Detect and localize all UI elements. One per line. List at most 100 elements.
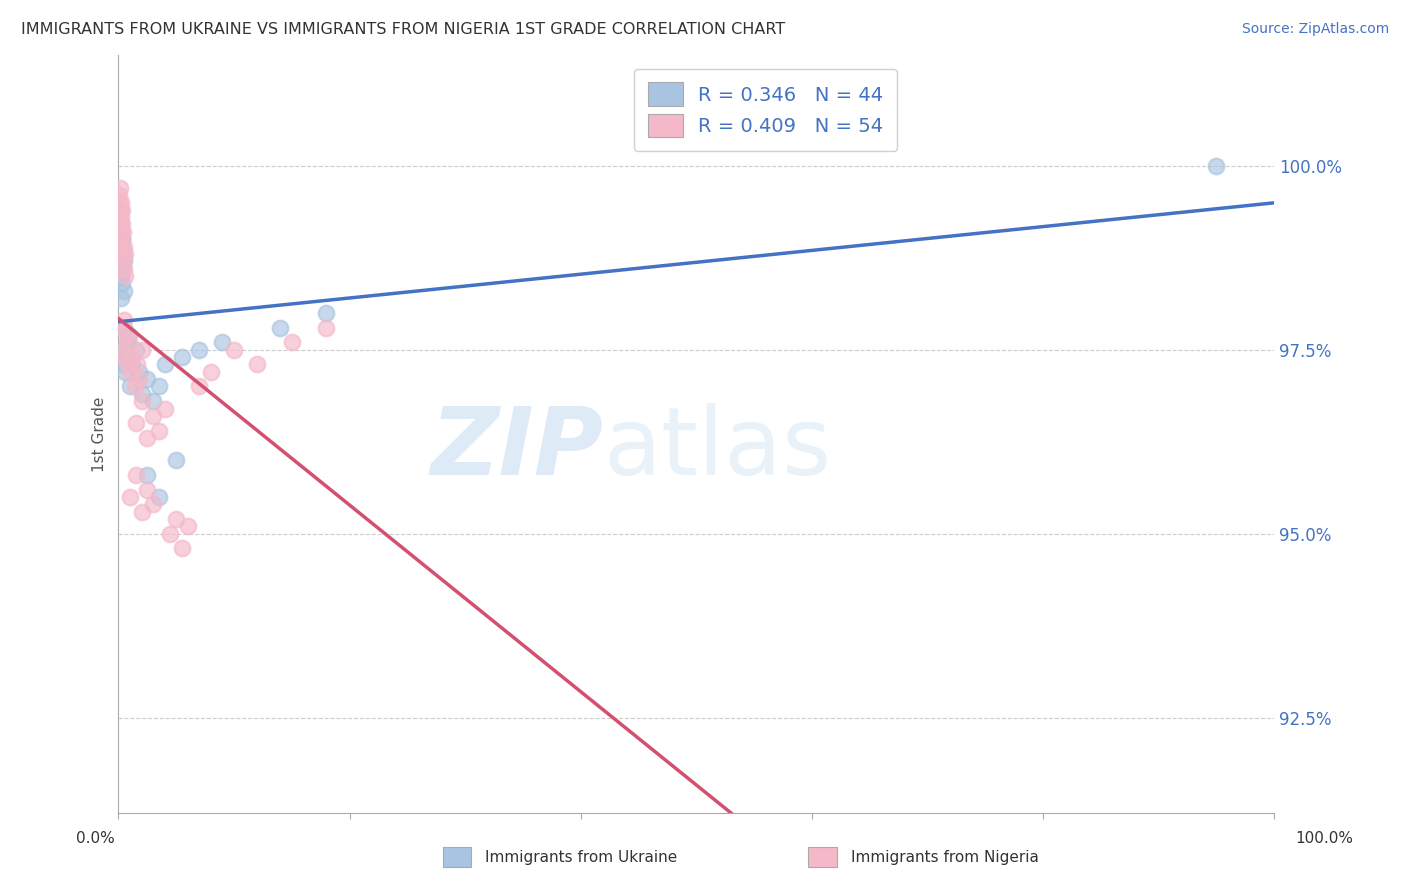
Point [118, 379, 141, 393]
Point [117, 357, 139, 371]
Point [108, 225, 131, 239]
Point [315, 320, 337, 334]
Point [148, 490, 170, 504]
Point [108, 195, 131, 210]
Point [121, 357, 143, 371]
Point [118, 335, 141, 350]
Point [165, 453, 187, 467]
Text: Source: ZipAtlas.com: Source: ZipAtlas.com [1241, 22, 1389, 37]
Point [110, 225, 132, 239]
Point [114, 350, 136, 364]
Point [111, 261, 134, 276]
Point [269, 320, 291, 334]
Point [112, 343, 135, 357]
Point [110, 254, 132, 268]
Point [112, 320, 135, 334]
Point [112, 284, 135, 298]
Point [112, 247, 135, 261]
Point [114, 268, 136, 283]
Point [136, 372, 159, 386]
Point [108, 210, 131, 224]
Point [110, 225, 132, 239]
Point [136, 467, 159, 482]
Point [153, 401, 176, 416]
Point [114, 365, 136, 379]
Point [200, 365, 222, 379]
Point [136, 483, 159, 497]
Point [108, 210, 131, 224]
Point [128, 365, 150, 379]
Point [118, 365, 141, 379]
Point [222, 343, 245, 357]
Text: atlas: atlas [603, 403, 832, 495]
Point [131, 505, 153, 519]
Point [112, 254, 135, 268]
Point [110, 268, 132, 283]
Point [114, 247, 136, 261]
Point [108, 202, 131, 217]
Point [115, 327, 138, 342]
Point [111, 232, 134, 246]
Point [112, 313, 135, 327]
Point [108, 247, 131, 261]
Point [115, 335, 138, 350]
Point [159, 526, 181, 541]
Point [124, 379, 146, 393]
Point [111, 277, 134, 291]
Point [108, 232, 131, 246]
Point [170, 350, 193, 364]
Point [112, 254, 135, 268]
Point [112, 261, 135, 276]
Point [108, 180, 131, 194]
Point [111, 202, 134, 217]
Point [131, 343, 153, 357]
Point [108, 218, 131, 232]
Point [125, 357, 148, 371]
Point [125, 343, 148, 357]
Point [142, 409, 165, 423]
Point [118, 490, 141, 504]
Point [188, 343, 211, 357]
Point [110, 291, 132, 305]
Text: IMMIGRANTS FROM UKRAINE VS IMMIGRANTS FROM NIGERIA 1ST GRADE CORRELATION CHART: IMMIGRANTS FROM UKRAINE VS IMMIGRANTS FR… [21, 22, 786, 37]
Point [118, 327, 141, 342]
Y-axis label: 1st Grade: 1st Grade [93, 397, 107, 472]
Point [110, 239, 132, 253]
Point [125, 467, 148, 482]
Point [1205, 159, 1227, 173]
Point [136, 431, 159, 445]
Point [111, 218, 134, 232]
Text: ZIP: ZIP [430, 403, 603, 495]
Point [142, 394, 165, 409]
Point [211, 335, 233, 350]
Point [110, 268, 132, 283]
Point [108, 202, 131, 217]
Text: Immigrants from Nigeria: Immigrants from Nigeria [851, 850, 1039, 864]
Text: 0.0%: 0.0% [76, 831, 115, 846]
Point [131, 386, 153, 401]
Point [142, 497, 165, 511]
Point [111, 225, 134, 239]
Point [177, 519, 200, 533]
Point [148, 424, 170, 438]
Point [111, 239, 134, 253]
Point [110, 210, 132, 224]
Point [128, 372, 150, 386]
Point [110, 195, 132, 210]
Point [112, 357, 135, 371]
Point [165, 512, 187, 526]
Text: Immigrants from Ukraine: Immigrants from Ukraine [485, 850, 678, 864]
Point [111, 247, 134, 261]
Point [110, 232, 132, 246]
Point [108, 188, 131, 202]
Legend: R = 0.346   N = 44, R = 0.409   N = 54: R = 0.346 N = 44, R = 0.409 N = 54 [634, 69, 897, 151]
Point [170, 541, 193, 556]
Text: 100.0%: 100.0% [1295, 831, 1354, 846]
Point [153, 357, 176, 371]
Point [131, 394, 153, 409]
Point [246, 357, 269, 371]
Point [111, 232, 134, 246]
Point [148, 379, 170, 393]
Point [111, 320, 134, 334]
Point [121, 350, 143, 364]
